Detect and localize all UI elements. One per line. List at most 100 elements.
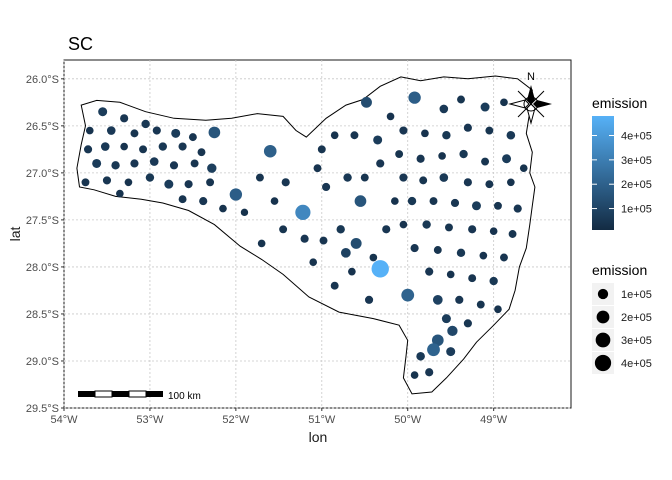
emission-point xyxy=(313,164,322,173)
emission-point xyxy=(360,173,369,182)
emission-point xyxy=(408,91,421,104)
emission-point xyxy=(382,225,391,234)
scale-bar-segment xyxy=(94,390,113,398)
x-tick-label: 53°W xyxy=(136,414,164,426)
north-arrow-diagonal xyxy=(517,90,545,118)
emission-point xyxy=(229,188,243,201)
x-tick-label: 52°W xyxy=(222,414,250,426)
emission-point xyxy=(429,197,438,206)
emission-point xyxy=(401,288,415,302)
color-legend-title: emission xyxy=(592,95,647,111)
emission-point xyxy=(199,197,208,206)
emission-point xyxy=(188,133,197,142)
emission-point xyxy=(295,204,311,220)
emission-point xyxy=(361,96,372,108)
emission-point xyxy=(439,104,449,114)
emission-point xyxy=(422,220,431,229)
emission-point xyxy=(450,198,460,208)
emission-point xyxy=(457,95,465,104)
emission-point xyxy=(319,236,328,245)
emission-point xyxy=(468,225,477,234)
emission-point xyxy=(190,159,199,168)
color-legend-label: 1e+05 xyxy=(621,204,652,216)
emission-point xyxy=(427,343,440,357)
emission-point xyxy=(519,164,528,172)
emission-point xyxy=(494,201,502,210)
emission-point xyxy=(270,197,279,205)
emission-point xyxy=(386,112,395,121)
emission-point xyxy=(92,158,102,168)
emission-point xyxy=(178,142,187,151)
x-tick-label: 49°W xyxy=(480,414,508,426)
emission-point xyxy=(281,178,290,187)
scale-bar-label: 100 km xyxy=(168,391,201,402)
y-tick-label: 29.0°S xyxy=(26,356,59,368)
emission-point xyxy=(508,230,517,238)
emission-point xyxy=(197,148,206,157)
emission-point xyxy=(178,195,187,204)
emission-point xyxy=(208,126,221,139)
emission-point xyxy=(425,267,434,276)
emission-point xyxy=(348,267,356,276)
emission-point xyxy=(407,196,417,206)
size-legend-label: 1e+05 xyxy=(621,289,652,301)
x-tick-label: 50°W xyxy=(394,414,422,426)
emission-point xyxy=(399,220,408,229)
emission-point xyxy=(471,201,481,211)
emission-point xyxy=(207,163,217,173)
x-tick-label: 51°W xyxy=(308,414,336,426)
emission-point xyxy=(343,173,352,182)
emission-point xyxy=(373,135,383,145)
emission-point xyxy=(433,246,442,254)
x-tick-label: 54°W xyxy=(50,414,78,426)
emission-point xyxy=(500,98,508,107)
emission-point xyxy=(421,129,429,138)
y-tick-label: 26.5°S xyxy=(26,121,59,133)
emission-point xyxy=(219,204,227,213)
emission-point xyxy=(257,239,266,248)
emission-point xyxy=(431,334,444,347)
emission-point xyxy=(500,253,508,262)
emission-point xyxy=(106,126,116,135)
emission-point xyxy=(416,351,425,361)
emission-point xyxy=(455,295,464,304)
emission-point xyxy=(419,176,428,185)
emission-point xyxy=(171,128,181,138)
emission-point xyxy=(391,197,399,205)
emission-point xyxy=(279,225,288,234)
emission-point xyxy=(502,154,512,164)
emission-point xyxy=(139,145,148,154)
emission-point xyxy=(371,260,389,278)
emission-point xyxy=(116,189,124,198)
emission-point xyxy=(152,126,161,135)
emission-point xyxy=(463,123,472,132)
emission-point xyxy=(336,225,345,234)
size-legend-dot xyxy=(596,310,610,324)
emission-point xyxy=(506,130,516,140)
emission-point xyxy=(485,126,494,135)
emission-point xyxy=(441,314,451,324)
scale-bar-segment xyxy=(128,390,147,398)
emission-point xyxy=(480,102,490,112)
emission-point xyxy=(350,131,359,140)
emission-point xyxy=(330,281,339,290)
emission-point xyxy=(350,237,362,249)
emission-point xyxy=(120,142,128,151)
size-legend-dot xyxy=(597,288,609,300)
emission-point xyxy=(442,131,451,140)
emission-point xyxy=(489,276,498,286)
north-arrow-ring xyxy=(523,96,539,112)
map-title: SC xyxy=(68,34,93,54)
emission-point xyxy=(83,145,93,154)
y-tick-label: 29.5°S xyxy=(26,403,59,415)
emission-point xyxy=(120,114,129,123)
emission-point xyxy=(145,173,155,182)
y-tick-label: 28.0°S xyxy=(26,262,59,274)
y-tick-label: 27.5°S xyxy=(26,215,59,227)
x-axis-ticks: 54°W 53°W 52°W 51°W 50°W 49°W xyxy=(50,408,508,426)
emission-point xyxy=(468,274,477,283)
emission-point xyxy=(369,253,378,262)
color-legend-label: 3e+05 xyxy=(621,155,652,167)
emission-point xyxy=(399,126,408,135)
scale-bar-segment xyxy=(78,391,95,397)
